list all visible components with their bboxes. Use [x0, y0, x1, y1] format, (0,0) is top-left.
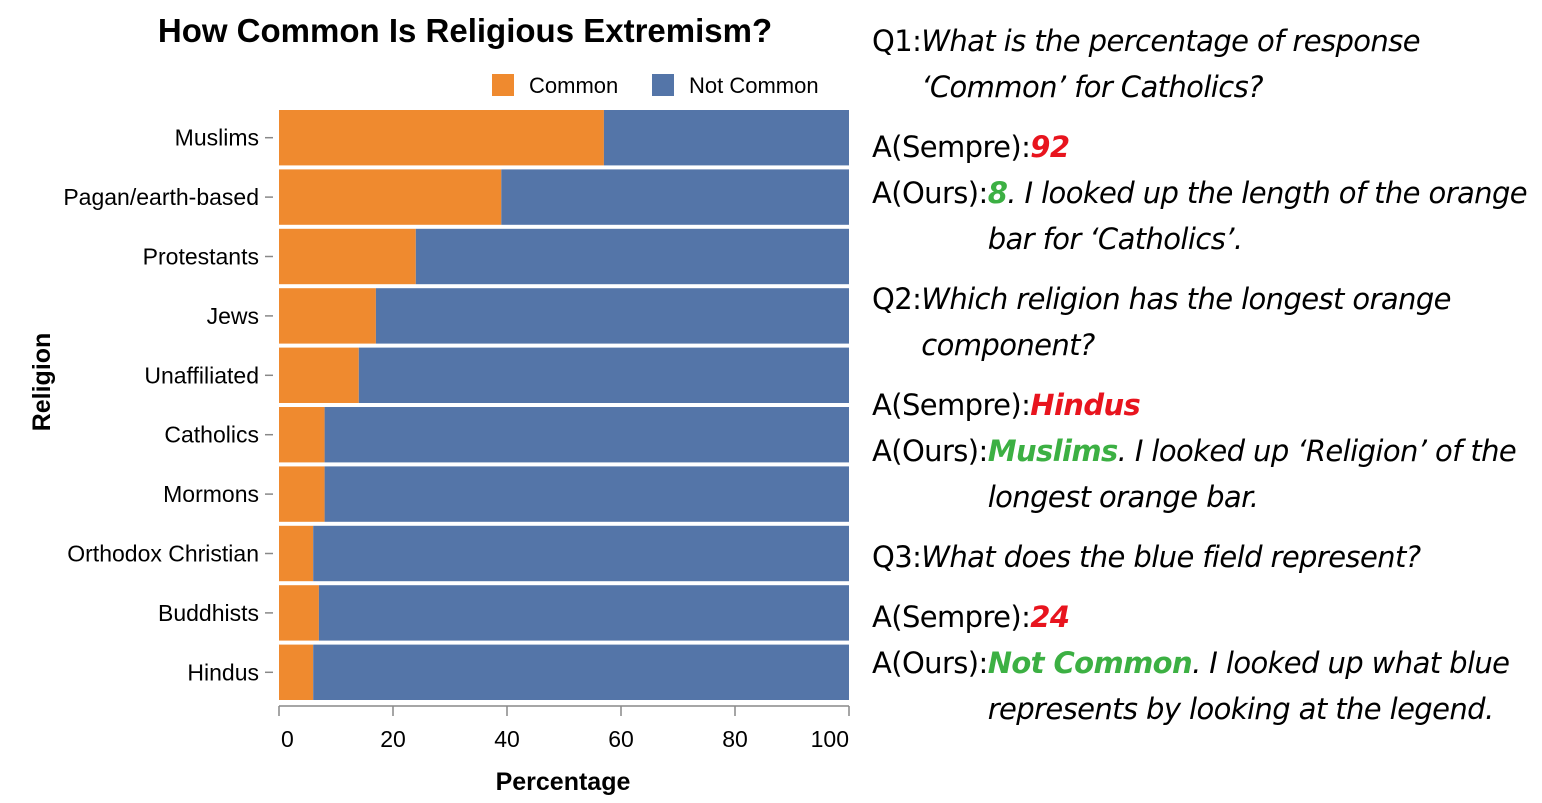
question-2: Q2: Which religion has the longest orang…	[872, 276, 1537, 368]
ours-answer: Not Common	[987, 646, 1193, 680]
bar-not-common-muslims	[603, 110, 849, 166]
sempre-answer: 92	[1030, 130, 1070, 164]
bar-not-common-hindus	[313, 644, 849, 700]
y-tick-label: Pagan/earth-based	[63, 184, 259, 210]
legend-label-not-common: Not Common	[689, 73, 819, 98]
bar-common-unaffiliated	[279, 347, 359, 403]
bar-not-common-jews	[375, 288, 849, 344]
question-tag: Q3:	[872, 540, 922, 574]
stacked-bar-chart: How Common Is Religious Extremism? Commo…	[28, 12, 850, 796]
question-3: Q3: What does the blue field represent?	[872, 534, 1537, 580]
x-tick-label: 0	[281, 726, 294, 752]
question-1: Q1: What is the percentage of response ‘…	[872, 18, 1537, 110]
bar-not-common-buddhists	[318, 585, 849, 641]
bar-common-jews	[279, 288, 376, 344]
ours-tag: A(Ours):	[872, 646, 988, 680]
ours-answer-1: A(Ours): 8. I looked up the length of th…	[872, 170, 1537, 262]
x-tick-label: 80	[722, 726, 748, 752]
question-text: What does the blue field represent?	[921, 540, 1421, 574]
y-axis-label: Religion	[28, 333, 56, 432]
x-axis: 0 20 40 60 80 100	[278, 705, 850, 752]
bar-common-orthodox-christian	[279, 525, 314, 582]
x-axis-label: Percentage	[496, 768, 631, 796]
qa-block-2: Q2: Which religion has the longest orang…	[872, 276, 1537, 520]
y-axis: Muslims Pagan/earth-based Protestants Jews U…	[63, 125, 273, 685]
bar-not-common-pagan-earth-based	[501, 169, 849, 225]
y-tick-label: Mormons	[163, 481, 259, 507]
ours-tag: A(Ours):	[872, 176, 988, 210]
ours-answer-2: A(Ours): Muslims. I looked up ‘Religion’…	[872, 428, 1537, 520]
bar-not-common-catholics	[324, 407, 850, 463]
ours-explanation: . I looked up ‘Religion’ of the longest …	[987, 434, 1517, 514]
legend-swatch-not-common	[652, 74, 674, 96]
sempre-tag: A(Sempre):	[872, 130, 1031, 164]
ours-answer-3: A(Ours): Not Common. I looked up what bl…	[872, 640, 1537, 732]
x-tick-label: 60	[608, 726, 634, 752]
bar-common-catholics	[279, 407, 325, 463]
sempre-answer-2: A(Sempre): Hindus	[872, 382, 1537, 428]
x-tick-label: 20	[380, 726, 406, 752]
question-tag: Q2:	[872, 282, 922, 316]
y-tick-label: Buddhists	[158, 600, 259, 626]
ours-answer: Muslims	[987, 434, 1119, 468]
ours-answer: 8	[987, 176, 1008, 210]
y-tick-label: Unaffiliated	[144, 362, 259, 388]
bar-common-hindus	[279, 644, 314, 700]
qa-panel: Q1: What is the percentage of response ‘…	[872, 18, 1537, 746]
question-tag: Q1:	[872, 24, 922, 58]
sempre-answer: Hindus	[1030, 388, 1141, 422]
bar-common-protestants	[279, 228, 416, 285]
bars	[279, 110, 850, 700]
question-text: Which religion has the longest orange co…	[921, 282, 1451, 362]
ours-explanation: . I looked up what blue represents by lo…	[987, 646, 1510, 726]
bar-not-common-mormons	[324, 466, 850, 522]
sempre-answer: 24	[1030, 600, 1070, 634]
legend-label-common: Common	[529, 73, 618, 98]
sempre-answer-3: A(Sempre): 24	[872, 594, 1537, 640]
qa-block-1: Q1: What is the percentage of response ‘…	[872, 18, 1537, 262]
ours-tag: A(Ours):	[872, 434, 988, 468]
question-text: What is the percentage of response ‘Comm…	[921, 24, 1420, 104]
bar-not-common-protestants	[415, 228, 849, 285]
y-tick-label: Hindus	[187, 659, 259, 685]
y-tick-label: Catholics	[164, 422, 259, 448]
bar-common-muslims	[279, 110, 604, 166]
ours-explanation: . I looked up the length of the orange b…	[987, 176, 1528, 256]
y-tick-label: Muslims	[175, 125, 259, 151]
qa-block-3: Q3: What does the blue field represent? …	[872, 534, 1537, 732]
sempre-tag: A(Sempre):	[872, 388, 1031, 422]
sempre-answer-1: A(Sempre): 92	[872, 124, 1537, 170]
y-tick-label: Jews	[207, 303, 259, 329]
x-tick-label: 40	[494, 726, 520, 752]
y-tick-label: Orthodox Christian	[67, 541, 259, 567]
chart-title: How Common Is Religious Extremism?	[158, 12, 772, 49]
y-tick-label: Protestants	[143, 244, 259, 270]
legend-swatch-common	[492, 74, 514, 96]
bar-not-common-orthodox-christian	[313, 525, 849, 582]
bar-common-pagan-earth-based	[279, 169, 502, 225]
bar-common-buddhists	[279, 585, 319, 641]
sempre-tag: A(Sempre):	[872, 600, 1031, 634]
x-tick-label: 100	[811, 726, 849, 752]
legend: Common Not Common	[492, 73, 819, 98]
bar-not-common-unaffiliated	[358, 347, 849, 403]
bar-common-mormons	[279, 466, 325, 522]
